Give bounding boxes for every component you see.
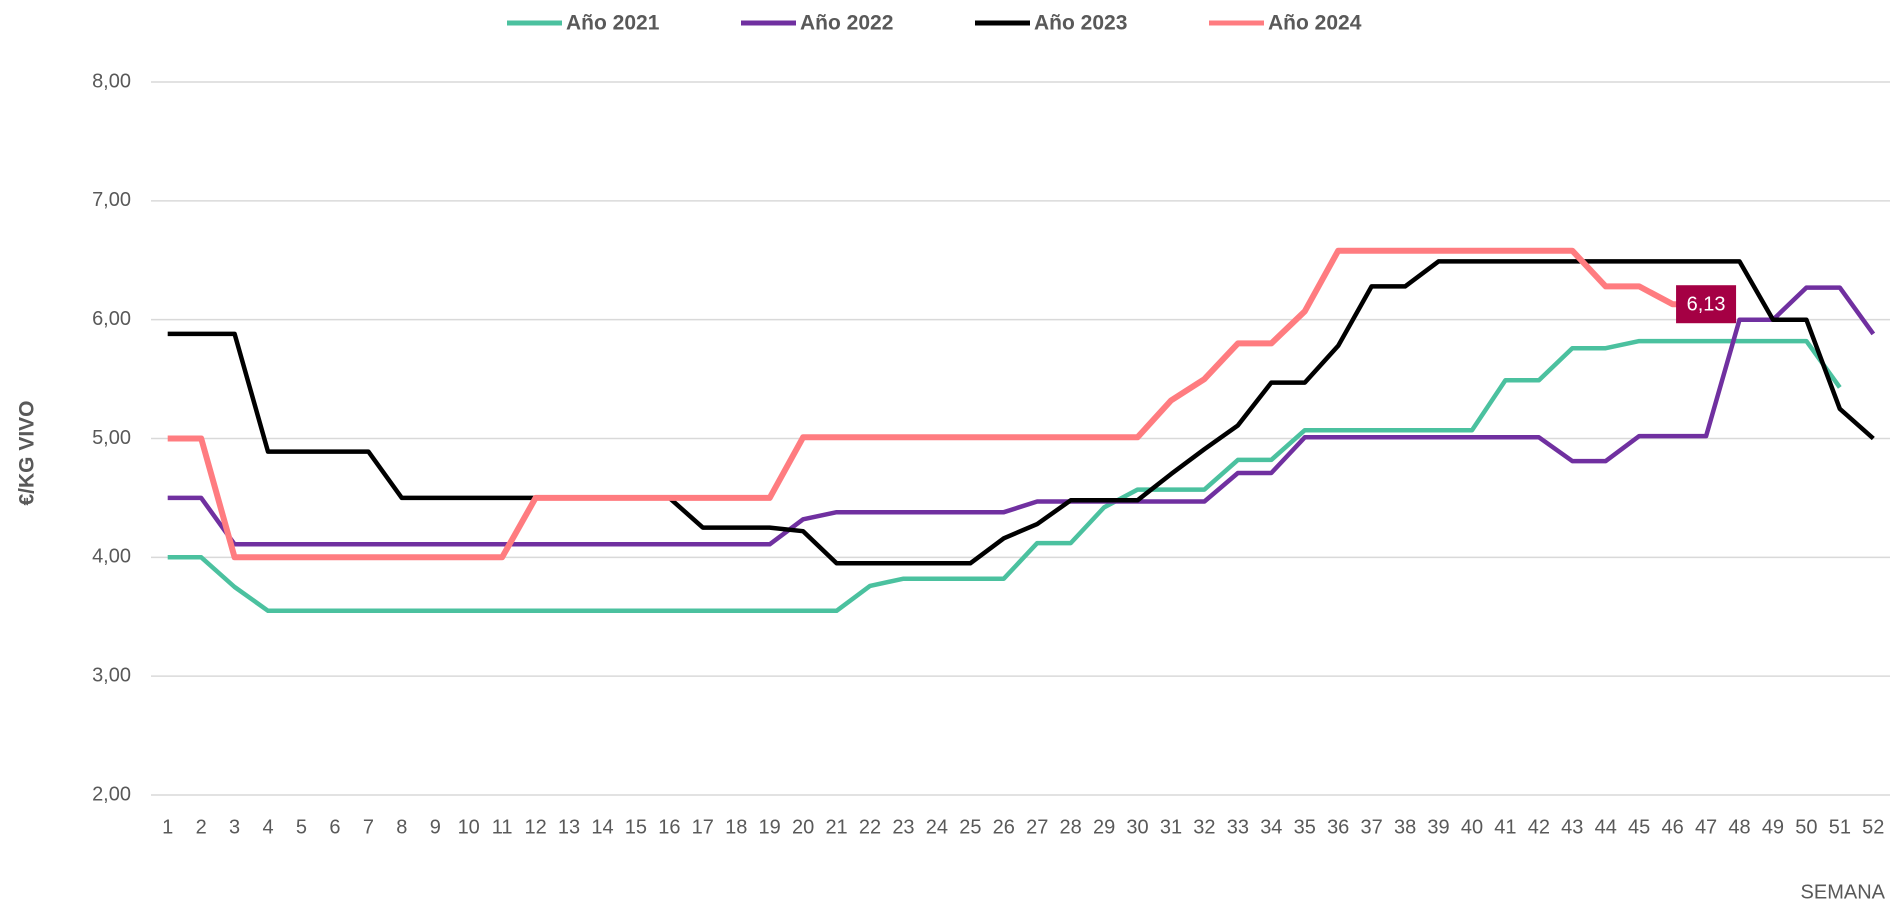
x-tick-label: 45 bbox=[1628, 816, 1650, 838]
x-axis-title: SEMANA bbox=[1801, 881, 1886, 903]
y-tick-label: 4,00 bbox=[92, 546, 131, 568]
x-tick-label: 2 bbox=[196, 816, 207, 838]
x-tick-label: 21 bbox=[825, 816, 847, 838]
x-tick-label: 24 bbox=[926, 816, 948, 838]
x-tick-label: 31 bbox=[1160, 816, 1182, 838]
x-tick-label: 43 bbox=[1561, 816, 1583, 838]
x-tick-label: 14 bbox=[591, 816, 613, 838]
x-tick-label: 47 bbox=[1695, 816, 1717, 838]
x-tick-label: 28 bbox=[1060, 816, 1082, 838]
x-tick-label: 38 bbox=[1394, 816, 1416, 838]
y-tick-label: 2,00 bbox=[92, 783, 131, 805]
y-tick-label: 5,00 bbox=[92, 427, 131, 449]
x-tick-label: 50 bbox=[1795, 816, 1817, 838]
x-tick-label: 17 bbox=[692, 816, 714, 838]
x-tick-label: 30 bbox=[1126, 816, 1148, 838]
x-tick-label: 36 bbox=[1327, 816, 1349, 838]
y-tick-label: 7,00 bbox=[92, 189, 131, 211]
x-tick-label: 40 bbox=[1461, 816, 1483, 838]
y-tick-label: 6,00 bbox=[92, 308, 131, 330]
x-tick-label: 5 bbox=[296, 816, 307, 838]
x-tick-label: 23 bbox=[892, 816, 914, 838]
x-tick-label: 3 bbox=[229, 816, 240, 838]
y-tick-label: 3,00 bbox=[92, 664, 131, 686]
x-tick-label: 32 bbox=[1193, 816, 1215, 838]
series-line bbox=[167, 247, 1707, 561]
x-tick-label: 19 bbox=[759, 816, 781, 838]
x-tick-label: 49 bbox=[1762, 816, 1784, 838]
x-tick-label: 39 bbox=[1427, 816, 1449, 838]
series-line bbox=[167, 259, 1875, 566]
x-tick-label: 11 bbox=[492, 816, 513, 838]
x-tick-label: 26 bbox=[993, 816, 1015, 838]
x-tick-label: 9 bbox=[430, 816, 441, 838]
data-label: 6,13 bbox=[1687, 293, 1726, 315]
x-tick-label: 34 bbox=[1260, 816, 1282, 838]
x-tick-label: 46 bbox=[1662, 816, 1684, 838]
series-line bbox=[167, 285, 1876, 547]
x-tick-label: 13 bbox=[558, 816, 580, 838]
x-tick-label: 12 bbox=[524, 816, 546, 838]
y-axis-title: €/KG VIVO bbox=[16, 400, 39, 505]
legend-text: Año 2021 bbox=[566, 12, 660, 35]
x-tick-label: 44 bbox=[1595, 816, 1617, 838]
x-tick-label: 6 bbox=[329, 816, 340, 838]
x-tick-label: 37 bbox=[1361, 816, 1383, 838]
x-tick-label: 51 bbox=[1829, 816, 1851, 838]
x-tick-label: 27 bbox=[1026, 816, 1048, 838]
x-tick-label: 35 bbox=[1294, 816, 1316, 838]
x-tick-label: 42 bbox=[1528, 816, 1550, 838]
data-label-box bbox=[1676, 285, 1737, 324]
x-tick-label: 7 bbox=[363, 816, 374, 838]
x-tick-label: 8 bbox=[396, 816, 407, 838]
legend-text: Año 2024 bbox=[1268, 12, 1362, 35]
legend-text: Año 2023 bbox=[1034, 12, 1127, 35]
x-tick-label: 52 bbox=[1862, 816, 1884, 838]
x-tick-label: 29 bbox=[1093, 816, 1115, 838]
x-tick-label: 15 bbox=[625, 816, 647, 838]
legend-text: Año 2022 bbox=[800, 12, 893, 35]
x-tick-label: 48 bbox=[1728, 816, 1750, 838]
x-tick-label: 10 bbox=[458, 816, 480, 838]
x-tick-label: 22 bbox=[859, 816, 881, 838]
x-tick-label: 25 bbox=[959, 816, 981, 838]
x-tick-label: 33 bbox=[1227, 816, 1249, 838]
y-tick-label: 8,00 bbox=[92, 70, 131, 92]
x-tick-label: 41 bbox=[1494, 816, 1516, 838]
x-tick-label: 1 bbox=[162, 816, 173, 838]
x-tick-label: 20 bbox=[792, 816, 814, 838]
x-tick-label: 18 bbox=[725, 816, 747, 838]
series-line bbox=[167, 338, 1842, 614]
x-tick-label: 16 bbox=[658, 816, 680, 838]
x-tick-label: 4 bbox=[262, 816, 273, 838]
